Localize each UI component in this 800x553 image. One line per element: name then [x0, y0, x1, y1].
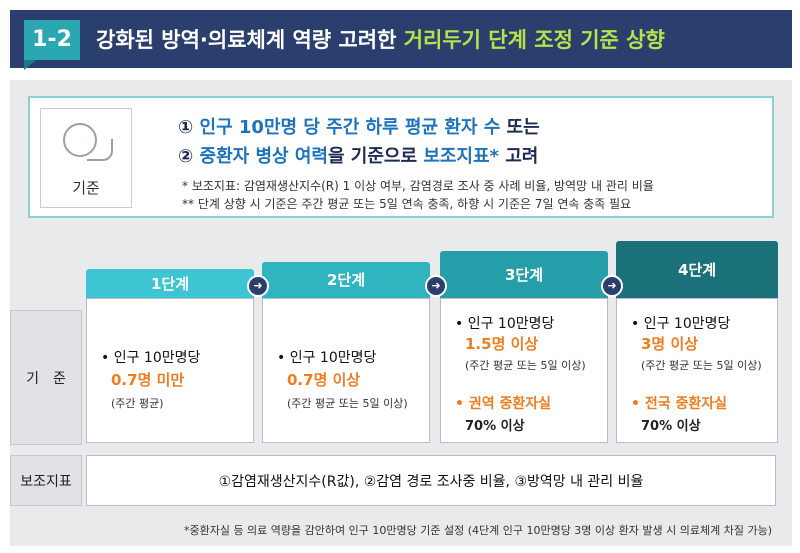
- criteria-icon-label: 기준: [72, 179, 100, 197]
- stage-value: 0.7명 이상: [287, 371, 361, 389]
- stage-bullet: • 인구 10만명당: [277, 350, 377, 366]
- section-badge: 1-2: [24, 20, 80, 70]
- arrow-right-icon: ➜: [425, 275, 447, 297]
- criteria-line-1-highlight: 인구 10만명 당 주간 하루 평균 환자 수: [199, 117, 501, 138]
- criteria-line-2: ② 중환자 병상 여력을 기준으로 보조지표* 고려: [178, 142, 538, 168]
- page-title: 강화된 방역·의료체계 역량 고려한 거리두기 단계 조정 기준 상향: [96, 24, 665, 54]
- stage-name: 4단계: [677, 261, 717, 279]
- criteria-line-2-highlight-2: 보조지표*: [423, 146, 499, 167]
- stage-name: 1단계: [150, 275, 190, 293]
- stage-sub: (주간 평균): [111, 397, 164, 410]
- stage-header-2: 2단계: [262, 262, 430, 299]
- row-label-aux: 보조지표: [10, 455, 82, 506]
- stage-header-4: 4단계: [616, 241, 778, 299]
- stage-bullet: • 인구 10만명당: [631, 316, 731, 332]
- stage-value: 3명 이상: [641, 335, 699, 353]
- title-prefix: 강화된 방역·의료체계 역량 고려한: [96, 28, 404, 52]
- criteria-note-1: * 보조지표: 감염재생산지수(R) 1 이상 여부, 감염경로 조사 중 사례…: [182, 179, 654, 193]
- row-label-text: 보조지표: [20, 473, 72, 490]
- stage-card-2: • 인구 10만명당 0.7명 이상 (주간 평균 또는 5일 이상): [262, 298, 430, 443]
- stage-sub: (주간 평균 또는 5일 이상): [641, 359, 762, 372]
- stage-card-1: • 인구 10만명당 0.7명 미만 (주간 평균): [86, 298, 254, 443]
- footnote: *중환자실 등 의료 역량을 감안하여 인구 10만명당 기준 설정 (4단계 …: [183, 524, 772, 537]
- stage-sub: (주간 평균 또는 5일 이상): [465, 359, 586, 372]
- criteria-box: [28, 96, 774, 218]
- stage-extra-label: • 권역 중환자실: [455, 396, 551, 412]
- stage-extra-label: • 전국 중환자실: [631, 396, 727, 412]
- criteria-icon-box: 기준: [40, 108, 132, 208]
- arrow-right-icon: ➜: [247, 275, 269, 297]
- criteria-line-2-middle: 을 기준으로: [327, 146, 424, 167]
- stage-card-4: • 인구 10만명당 3명 이상 (주간 평균 또는 5일 이상) • 전국 중…: [616, 298, 778, 443]
- aux-indicator-box: ①감염재생산지수(R값), ②감염 경로 조사중 비율, ③방역망 내 관리 비…: [86, 455, 776, 506]
- hand-icon: [87, 139, 113, 161]
- criteria-line-1: ① 인구 10만명 당 주간 하루 평균 환자 수 또는: [178, 113, 540, 139]
- stage-header-3: 3단계: [440, 251, 608, 299]
- header-banner: 1-2 강화된 방역·의료체계 역량 고려한 거리두기 단계 조정 기준 상향: [10, 10, 792, 70]
- stage-value: 1.5명 이상: [465, 335, 539, 353]
- stage-sub: (주간 평균 또는 5일 이상): [287, 397, 408, 410]
- criteria-line-2-highlight-1: 중환자 병상 여력: [199, 146, 328, 167]
- row-label-criteria: 기 준: [10, 310, 82, 445]
- stage-card-3: • 인구 10만명당 1.5명 이상 (주간 평균 또는 5일 이상) • 권역…: [440, 298, 608, 443]
- criteria-line-1-suffix: 또는: [500, 117, 540, 138]
- stage-extra-value: 70% 이상: [641, 419, 701, 434]
- stage-name: 3단계: [504, 266, 544, 284]
- stage-bullet: • 인구 10만명당: [455, 316, 555, 332]
- criteria-line-1-num: ①: [178, 117, 200, 138]
- arrow-right-icon: ➜: [601, 275, 623, 297]
- criteria-line-2-num: ②: [178, 146, 200, 167]
- stage-value: 0.7명 미만: [111, 371, 185, 389]
- stage-name: 2단계: [326, 271, 366, 289]
- aux-indicator-text: ①감염재생산지수(R값), ②감염 경로 조사중 비율, ③방역망 내 관리 비…: [218, 473, 644, 490]
- criteria-line-2-suffix: 고려: [498, 146, 539, 167]
- row-label-text: 기 준: [26, 370, 66, 387]
- stage-bullet: • 인구 10만명당: [101, 350, 201, 366]
- title-highlight: 거리두기 단계 조정 기준 상향: [403, 28, 665, 52]
- stage-header-1: 1단계: [86, 269, 254, 299]
- stage-extra-value: 70% 이상: [465, 419, 525, 434]
- criteria-note-2: ** 단계 상향 시 기준은 주간 평균 또는 5일 연속 충족, 하향 시 기…: [182, 197, 632, 211]
